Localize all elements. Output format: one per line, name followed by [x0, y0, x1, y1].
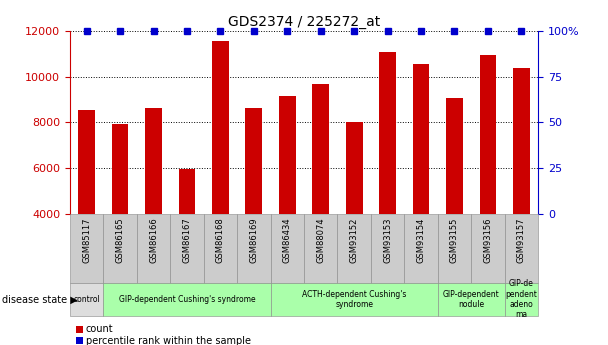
Text: GSM86168: GSM86168 — [216, 217, 225, 263]
Text: GIP-dependent
nodule: GIP-dependent nodule — [443, 289, 500, 309]
Bar — [179, 169, 195, 214]
Text: GSM93153: GSM93153 — [383, 217, 392, 263]
Text: GSM93152: GSM93152 — [350, 217, 359, 263]
Text: GSM93157: GSM93157 — [517, 217, 526, 263]
Text: disease state ▶: disease state ▶ — [2, 294, 78, 304]
Bar — [379, 52, 396, 214]
Text: GSM86167: GSM86167 — [182, 217, 192, 263]
Text: GSM93154: GSM93154 — [416, 217, 426, 263]
Text: percentile rank within the sample: percentile rank within the sample — [86, 336, 250, 345]
Bar — [480, 55, 496, 214]
Bar — [413, 64, 429, 214]
Bar — [346, 122, 362, 214]
Text: GIP-dependent Cushing's syndrome: GIP-dependent Cushing's syndrome — [119, 295, 255, 304]
Text: GSM86434: GSM86434 — [283, 217, 292, 263]
Bar — [112, 124, 128, 214]
Text: GSM86165: GSM86165 — [116, 217, 125, 263]
Bar — [513, 68, 530, 214]
Text: GSM85117: GSM85117 — [82, 217, 91, 263]
Bar — [446, 98, 463, 214]
Text: control: control — [74, 295, 100, 304]
Text: GSM86169: GSM86169 — [249, 217, 258, 263]
Text: GSM93156: GSM93156 — [483, 217, 492, 263]
Text: count: count — [86, 325, 113, 334]
Title: GDS2374 / 225272_at: GDS2374 / 225272_at — [228, 14, 380, 29]
Text: GSM86166: GSM86166 — [149, 217, 158, 263]
Bar — [246, 108, 262, 214]
Text: ACTH-dependent Cushing's
syndrome: ACTH-dependent Cushing's syndrome — [302, 289, 406, 309]
Bar — [313, 83, 329, 214]
Text: GSM88074: GSM88074 — [316, 217, 325, 263]
Bar — [279, 96, 295, 214]
Bar — [78, 110, 95, 214]
Bar — [145, 108, 162, 214]
Text: GSM93155: GSM93155 — [450, 217, 459, 263]
Text: GIP-de
pendent
adeno
ma: GIP-de pendent adeno ma — [505, 279, 537, 319]
Bar — [212, 41, 229, 214]
